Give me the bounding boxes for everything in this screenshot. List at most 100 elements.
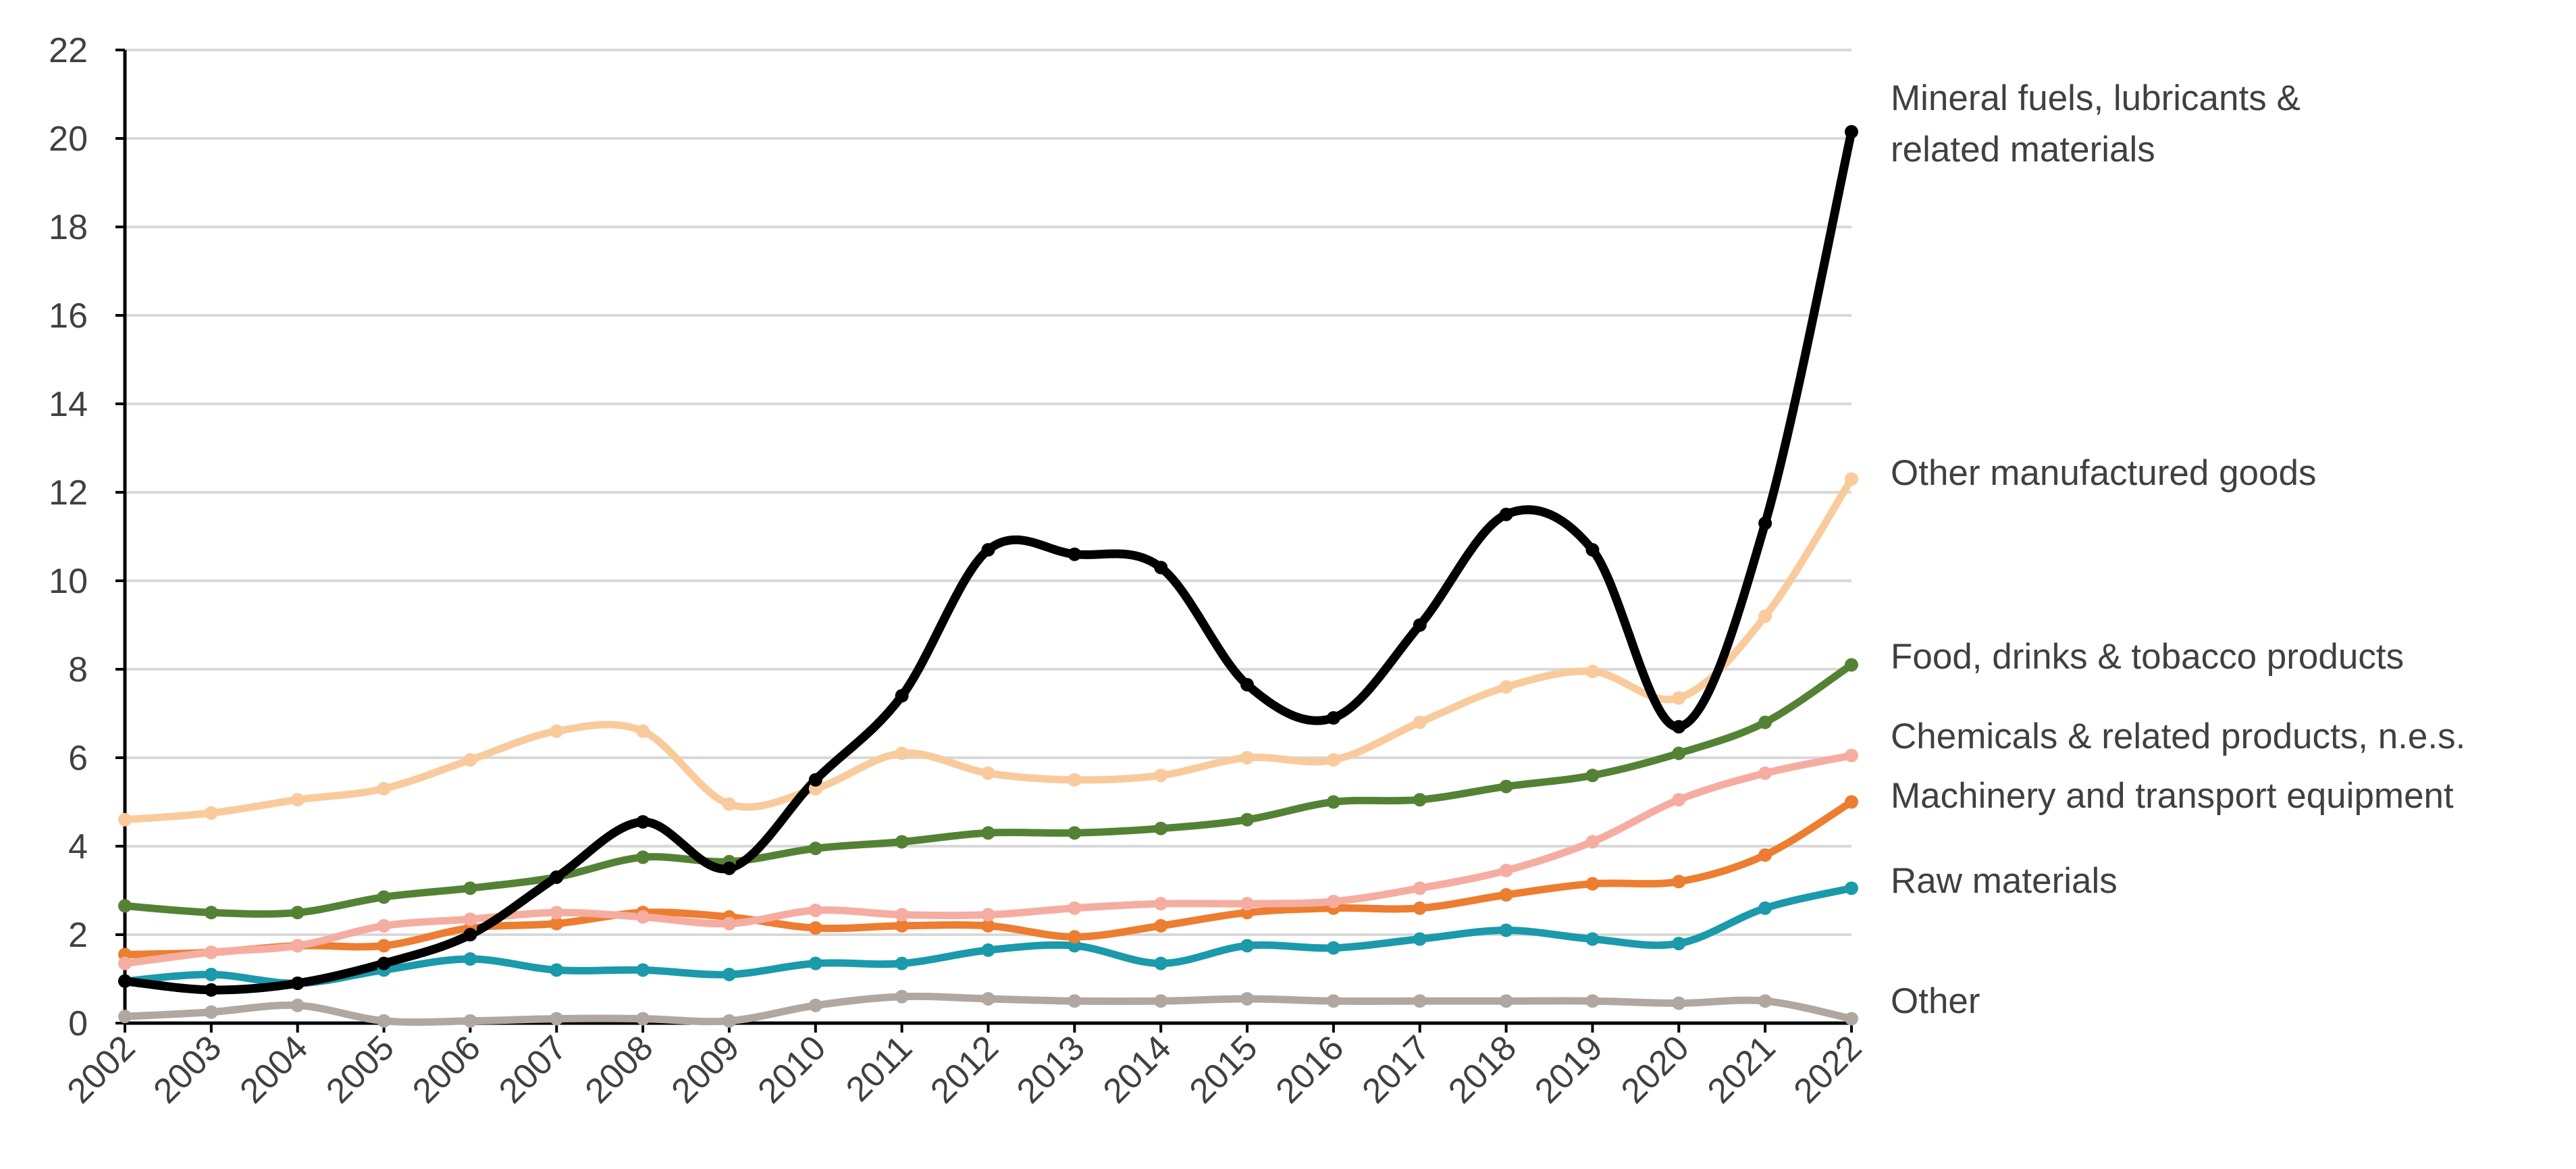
data-point [1068,901,1082,915]
series-label: Machinery and transport equipment [1891,776,2454,816]
data-point [1758,901,1772,915]
data-point [1240,812,1255,827]
x-tick-labels: 2002 2003 2004 2005 2006 2007 2008 2009 2010 2011… [60,1028,1870,1111]
x-tick-label: 2013 [1009,1028,1093,1111]
data-point [377,956,391,970]
data-point [981,908,995,922]
y-tick-label: 2 [68,916,88,955]
data-point [722,916,736,931]
data-point [722,861,736,875]
data-point [463,928,477,941]
x-tick-label: 2014 [1096,1028,1179,1111]
x-tick-label: 2018 [1441,1028,1524,1111]
data-point [1068,773,1082,787]
series-line [120,127,1856,995]
data-point [981,826,995,840]
data-point [1154,897,1168,911]
data-point [550,870,564,884]
y-tick-label: 10 [49,562,88,601]
data-point [118,899,132,913]
data-point [1845,748,1858,762]
data-point [981,766,995,780]
data-point [1758,715,1772,729]
data-point [1672,691,1686,705]
data-point [1585,543,1600,557]
data-point [1326,795,1340,809]
data-point [636,910,650,924]
data-point [118,1010,132,1024]
data-point [1499,923,1513,937]
data-point [1240,677,1255,692]
data-point [808,841,822,856]
data-point [1413,994,1427,1008]
data-point [1413,793,1427,807]
x-tick-label: 2011 [839,1028,920,1109]
data-point [636,814,650,829]
data-point [1585,769,1600,783]
data-point [1068,930,1082,944]
series-points [118,125,1858,1028]
data-point [1413,901,1427,915]
data-point [550,963,564,977]
x-tick-label: 2010 [750,1028,833,1111]
data-point [290,793,305,807]
series-label: Mineral fuels, lubricants & [1891,78,2301,118]
data-point [981,543,995,557]
data-point [1758,766,1772,780]
data-point [1499,864,1513,878]
x-tick-label: 2008 [578,1028,661,1111]
data-point [895,956,909,970]
data-point [1845,795,1858,809]
data-point [636,1012,650,1026]
data-point [1154,994,1168,1008]
x-tick-label: 2022 [1787,1028,1870,1111]
data-point [1672,996,1686,1010]
data-point [722,967,736,981]
data-point [981,918,995,933]
x-tick-label: 2021 [1700,1028,1783,1111]
data-point [1585,877,1600,891]
data-point [1326,994,1340,1008]
data-point [1068,994,1082,1008]
data-point [1326,894,1340,908]
x-tick-label: 2017 [1355,1028,1438,1111]
series-label: Other manufactured goods [1891,453,2317,493]
y-tick-label: 20 [49,120,88,159]
data-point [204,983,218,997]
data-point [204,906,218,920]
data-point [1154,769,1168,783]
x-tick-label: 2019 [1527,1028,1610,1111]
data-point [1845,1012,1858,1026]
data-point [204,945,218,960]
gridlines [125,49,1851,936]
data-point [377,918,391,933]
data-point [1585,932,1600,946]
data-point [290,998,305,1012]
data-point [636,724,650,738]
data-point [1154,956,1168,970]
data-point [290,906,305,920]
y-tick-label: 18 [49,208,88,247]
data-point [1672,746,1686,760]
data-point [290,977,305,991]
data-point [808,773,822,787]
data-point [1499,779,1513,794]
series-label: Raw materials [1891,861,2118,901]
y-tick-label: 8 [68,650,88,690]
data-point [377,1014,391,1028]
data-point [204,806,218,820]
data-point [1068,547,1082,561]
data-point [1326,941,1340,955]
data-point [204,1005,218,1019]
data-point [118,812,132,827]
data-point [1845,472,1858,486]
y-tick-label: 22 [49,31,88,70]
data-point [1499,994,1513,1008]
data-point [1154,918,1168,933]
data-point [1499,680,1513,694]
data-point [377,939,391,953]
data-point [636,850,650,864]
data-point [550,724,564,738]
data-point [1758,848,1772,862]
